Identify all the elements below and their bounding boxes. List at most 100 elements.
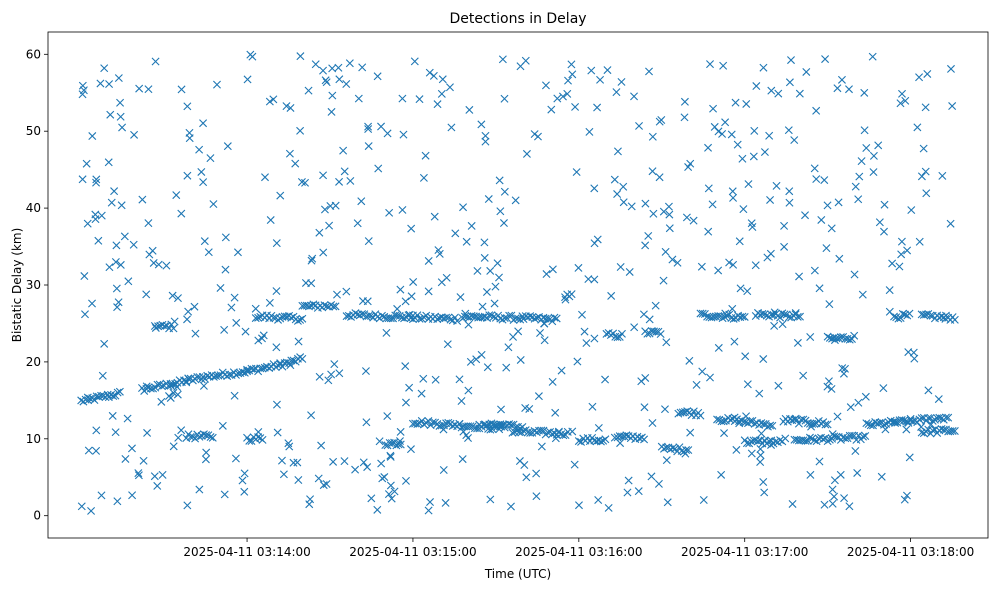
data-point: [401, 297, 410, 306]
data-point: [841, 434, 850, 443]
data-point: [393, 304, 402, 313]
data-point: [172, 191, 181, 200]
data-point: [944, 413, 953, 422]
data-point: [738, 154, 747, 163]
data-point: [516, 62, 525, 71]
data-point: [554, 428, 563, 437]
data-point: [243, 367, 252, 376]
data-point: [801, 436, 810, 445]
data-point: [444, 418, 453, 427]
data-point: [551, 408, 560, 417]
data-point: [234, 369, 243, 378]
data-point: [795, 272, 804, 281]
data-point: [927, 420, 936, 429]
data-point: [401, 362, 410, 371]
data-point: [286, 361, 295, 370]
data-point: [154, 322, 163, 331]
data-point: [437, 89, 446, 98]
data-point: [868, 52, 877, 61]
data-point: [480, 253, 489, 262]
data-point: [354, 94, 363, 103]
data-point: [623, 488, 632, 497]
data-point: [417, 416, 426, 425]
chart-title: Detections in Delay: [449, 11, 586, 27]
data-point: [857, 157, 866, 166]
data-point: [824, 377, 833, 386]
data-point: [540, 319, 549, 328]
data-point: [641, 241, 650, 250]
data-point: [456, 293, 465, 302]
data-point: [915, 73, 924, 82]
data-point: [593, 103, 602, 112]
data-point: [331, 201, 340, 210]
data-point: [747, 449, 756, 458]
data-point: [757, 429, 766, 438]
data-point: [108, 411, 117, 420]
data-point: [206, 154, 215, 163]
data-point: [698, 309, 707, 318]
data-point: [289, 356, 298, 365]
data-point: [799, 415, 808, 424]
data-point: [208, 433, 217, 442]
data-point: [455, 419, 464, 428]
data-point: [905, 453, 914, 462]
data-point: [823, 382, 832, 391]
data-point: [405, 383, 414, 392]
data-point: [308, 254, 317, 263]
data-point: [613, 147, 622, 156]
data-point: [774, 381, 783, 390]
x-tick-label: 2025-04-11 03:14:00: [183, 545, 310, 559]
data-point: [733, 140, 742, 149]
data-point: [128, 491, 137, 500]
data-point: [810, 436, 819, 445]
data-point: [277, 456, 286, 465]
data-point: [890, 417, 899, 426]
data-point: [574, 501, 583, 510]
data-point: [534, 392, 543, 401]
data-point: [437, 421, 446, 430]
data-point: [574, 437, 583, 446]
data-point: [90, 396, 99, 405]
data-point: [143, 428, 152, 437]
data-point: [721, 118, 730, 127]
data-point: [359, 458, 368, 467]
data-point: [410, 57, 419, 66]
data-point: [795, 89, 804, 98]
data-point: [498, 55, 507, 64]
data-point: [760, 488, 769, 497]
data-point: [601, 435, 610, 444]
data-point: [173, 294, 182, 303]
data-point: [720, 313, 729, 322]
data-point: [413, 420, 422, 428]
data-point: [806, 470, 815, 479]
x-axis-label: Time (UTC): [484, 567, 551, 581]
data-point: [149, 258, 158, 267]
data-point: [202, 448, 211, 457]
data-point: [768, 421, 777, 430]
data-point: [765, 131, 774, 140]
data-point: [461, 309, 470, 318]
data-point: [853, 468, 862, 477]
data-point: [651, 301, 660, 310]
data-point: [398, 205, 407, 214]
data-point: [358, 310, 367, 319]
data-point: [686, 428, 695, 437]
data-point: [386, 314, 395, 323]
data-point: [486, 266, 495, 275]
data-point: [240, 487, 249, 496]
data-point: [689, 407, 698, 416]
data-point: [185, 134, 194, 143]
data-point: [199, 381, 208, 390]
data-point: [116, 98, 125, 107]
data-point: [791, 309, 800, 318]
data-point: [221, 265, 230, 274]
data-point: [880, 420, 889, 429]
data-point: [381, 441, 390, 450]
data-point: [466, 422, 475, 431]
data-point: [197, 375, 206, 384]
data-point: [424, 256, 433, 265]
data-point: [298, 314, 307, 323]
data-point: [92, 178, 101, 187]
data-point: [904, 348, 913, 357]
data-point: [752, 82, 761, 91]
